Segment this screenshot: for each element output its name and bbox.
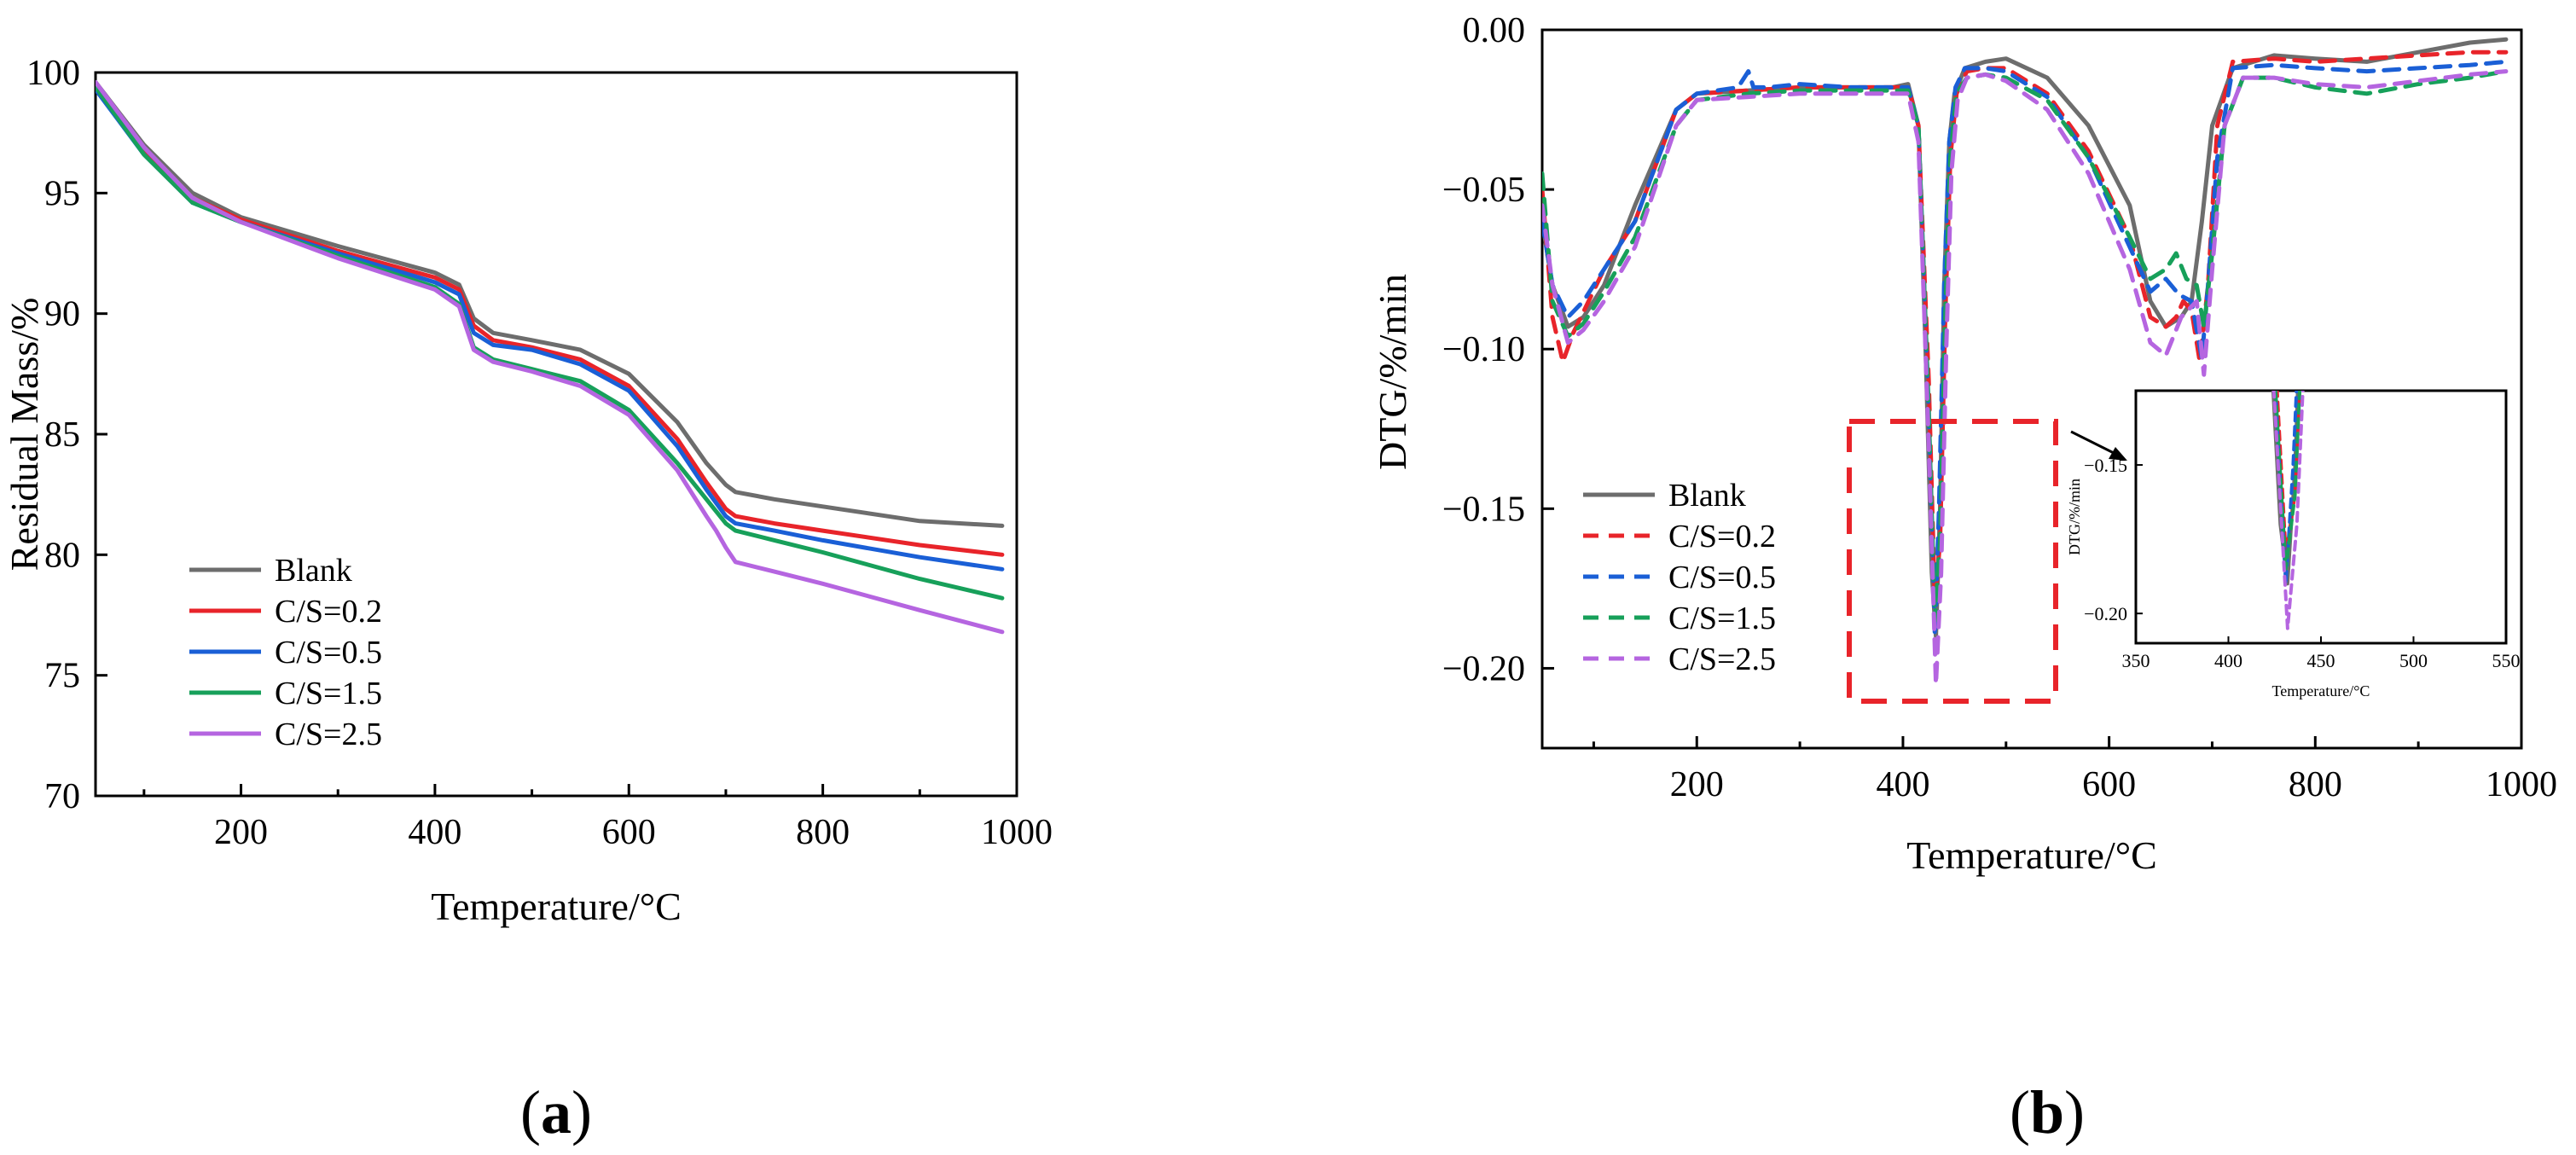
y-tick-label: 80 xyxy=(44,536,80,575)
zoom-arrow xyxy=(2070,430,2120,457)
x-tick-label: 550 xyxy=(2492,650,2521,671)
y-tick-label: 100 xyxy=(26,54,80,93)
inset-background xyxy=(2134,389,2508,645)
inset-x-axis-label: Temperature/°C xyxy=(2272,682,2370,699)
y-tick-label: 85 xyxy=(44,415,80,455)
y-tick-label: −0.20 xyxy=(2084,603,2127,624)
series-line-c-s-0-2 xyxy=(96,82,1005,557)
x-tick-label: 400 xyxy=(1876,765,1929,804)
panel-b-y-axis-label: DTG/%/min xyxy=(1371,274,1414,470)
x-tick-label: 400 xyxy=(408,813,461,852)
y-tick-label: 70 xyxy=(44,777,80,816)
x-tick-label: 600 xyxy=(602,813,656,852)
y-tick-label: 95 xyxy=(44,174,80,213)
x-tick-label: 600 xyxy=(2082,765,2136,804)
panel-a-y-axis-label: Residual Mass/% xyxy=(3,298,46,572)
legend-label: Blank xyxy=(275,553,352,589)
x-tick-label: 350 xyxy=(2122,650,2150,671)
x-tick-label: 800 xyxy=(2289,765,2342,804)
x-tick-label: 200 xyxy=(1670,765,1724,804)
y-tick-label: 75 xyxy=(44,657,80,696)
series-line-c-s-0-5 xyxy=(96,87,1005,572)
panel-a-legend: Blank C/S=0.2 C/S=0.5 C/S=1.5 C/S=2.5 xyxy=(189,553,382,752)
legend-label: C/S=0.5 xyxy=(275,635,382,670)
x-tick-label: 1000 xyxy=(2486,765,2557,804)
x-tick-label: 500 xyxy=(2399,650,2428,671)
panel-b-series xyxy=(1542,37,2509,687)
y-tick-label: −0.15 xyxy=(2084,455,2127,476)
legend-label: C/S=0.2 xyxy=(275,594,382,630)
y-tick-label: 0.00 xyxy=(1463,11,1526,50)
x-tick-label: 1000 xyxy=(981,813,1053,852)
series-line-c-s-2-5 xyxy=(1542,69,2509,687)
legend-label: C/S=1.5 xyxy=(275,676,382,711)
series-line-c-s-0-5 xyxy=(1542,59,2509,639)
y-tick-label: −0.10 xyxy=(1442,330,1525,369)
panel-b-plot-frame xyxy=(1540,28,2523,750)
series-line-c-s-2-5 xyxy=(96,79,1005,635)
zoom-arrow-head xyxy=(2109,447,2127,461)
panel-a-plot-frame xyxy=(94,71,1018,798)
series-line-blank xyxy=(96,79,1005,528)
legend-label: C/S=1.5 xyxy=(1668,601,1776,636)
panel-a-chart: 200 400 600 800 1000 70 75 80 85 90 95 100 Temperat… xyxy=(3,54,1053,928)
legend-label: C/S=2.5 xyxy=(275,717,382,752)
y-tick-label: −0.20 xyxy=(1442,649,1525,688)
legend-label: C/S=0.5 xyxy=(1668,560,1776,595)
y-tick-label: 90 xyxy=(44,295,80,334)
legend-label: C/S=0.2 xyxy=(1668,519,1776,554)
panel-b-legend: Blank C/S=0.2 C/S=0.5 C/S=1.5 C/S=2.5 xyxy=(1583,478,1776,677)
x-tick-label: 400 xyxy=(2214,650,2242,671)
panel-a-label: (a) xyxy=(520,1078,592,1146)
panel-a-ticks: 200 400 600 800 1000 70 75 80 85 90 95 100 xyxy=(26,54,1053,852)
inset-ticks: 350 400 450 500 550 −0.15 −0.20 xyxy=(2084,455,2520,671)
legend-label: Blank xyxy=(1668,478,1746,514)
inset-chart: 350 400 450 500 550 −0.15 −0.20 Temperature/°C… xyxy=(2066,389,2521,699)
panel-b-chart: 200 400 600 800 1000 0.00 −0.05 −0.10 −0.15 −0.20… xyxy=(1371,11,2557,877)
y-tick-label: −0.05 xyxy=(1442,171,1525,210)
zoom-region-box xyxy=(1847,419,2058,704)
x-tick-label: 800 xyxy=(796,813,850,852)
panel-b-label: (b) xyxy=(2010,1078,2085,1146)
x-tick-label: 200 xyxy=(214,813,268,852)
panel-a-x-axis-label: Temperature/°C xyxy=(431,885,682,928)
panel-b-x-axis-label: Temperature/°C xyxy=(1906,833,2157,877)
panel-a-series xyxy=(96,79,1005,635)
inset-y-axis-label: DTG/%/min xyxy=(2066,479,2083,555)
y-tick-label: −0.15 xyxy=(1442,490,1525,529)
legend-label: C/S=2.5 xyxy=(1668,641,1776,677)
panel-b-ticks: 200 400 600 800 1000 0.00 −0.05 −0.10 −0.15 −0.20 xyxy=(1442,11,2557,804)
x-tick-label: 450 xyxy=(2307,650,2335,671)
